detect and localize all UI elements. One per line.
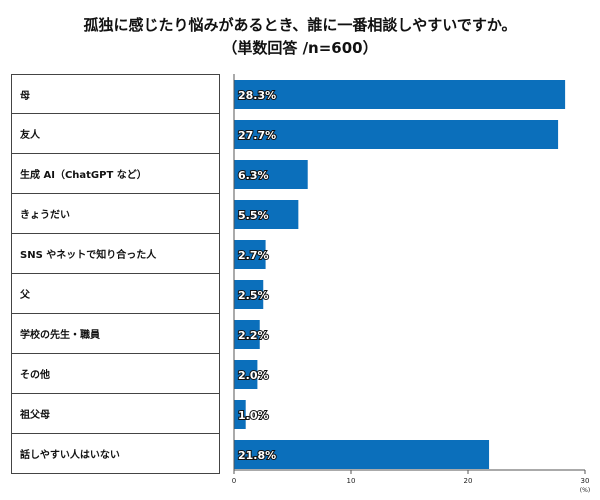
bar (234, 320, 260, 349)
bar (234, 280, 264, 309)
category-label: 母 (11, 74, 220, 114)
x-tick-label: 0 (232, 477, 236, 485)
chart-title: 孤独に感じたり悩みがあるとき、誰に一番相談しやすいですか。 (83, 16, 517, 34)
data-label: 27.7% (238, 129, 276, 142)
category-label: SNS やネットで知り合った人 (11, 234, 220, 274)
data-label: 28.3% (238, 89, 276, 102)
x-tick-label: 20 (464, 477, 473, 485)
data-label: 21.8% (238, 449, 276, 462)
bar (234, 80, 566, 109)
chart-subtitle: （単数回答 /n=600） (222, 39, 378, 57)
category-label: きょうだい (11, 194, 220, 234)
data-label: 5.5% (238, 209, 269, 222)
category-label: 生成 AI（ChatGPT など） (11, 154, 220, 194)
category-label-table: 母友人 生成 AI（ChatGPT など） きょうだい SNS やネットで知り合った人… (11, 74, 220, 474)
x-tick-label: 10 (347, 477, 356, 485)
data-label: 2.0% (238, 369, 269, 382)
x-unit-label: (%) (580, 487, 590, 494)
category-label: 父 (11, 274, 220, 314)
category-label: 話しやすい人はいない (11, 434, 220, 474)
bar (234, 400, 246, 429)
category-label: 友人 (11, 114, 220, 154)
data-label: 6.3% (238, 169, 269, 182)
x-tick-label: 30 (581, 477, 590, 485)
bar (234, 360, 258, 389)
category-label: 学校の先生・職員 (11, 314, 220, 354)
bar (234, 160, 308, 189)
bar (234, 440, 490, 469)
category-label: その他 (11, 354, 220, 394)
data-label: 2.5% (238, 289, 269, 302)
bar (234, 120, 559, 149)
category-label: 祖父母 (11, 394, 220, 434)
data-label: 2.7% (238, 249, 269, 262)
data-label: 2.2% (238, 329, 269, 342)
data-label: 1.0% (238, 409, 269, 422)
bar (234, 200, 299, 229)
bar (234, 240, 266, 269)
